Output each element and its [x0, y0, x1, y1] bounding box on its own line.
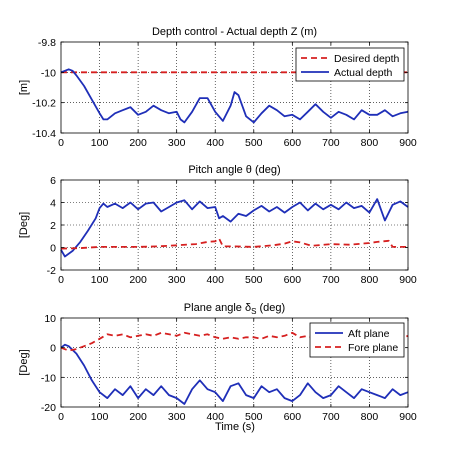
x-tick-label: 300	[168, 137, 186, 149]
x-tick-label: 400	[206, 411, 224, 423]
y-tick-label: -2	[47, 265, 56, 277]
x-tick-label: 400	[206, 137, 224, 149]
x-tick-label: 200	[129, 411, 147, 423]
x-tick-label: 500	[245, 274, 263, 286]
x-tick-label: 600	[284, 411, 302, 423]
x-tick-label: 100	[91, 137, 109, 149]
chart-panel-1: 0 100 200 300 400 500 600 700 800 900 -10.4 -10.2 -1…	[18, 26, 417, 149]
chart-panel-3: 0 100 200 300 400 500 600 700 800 900 -20 -10 0 10 Pla…	[18, 302, 417, 423]
x-tick-label: 0	[58, 137, 64, 149]
chart-title: Pitch angle θ (deg)	[188, 164, 280, 176]
series-line-2	[60, 68, 409, 124]
x-tick-label: 500	[245, 411, 263, 423]
x-tick-label: 600	[284, 274, 302, 286]
y-tick-label: 0	[50, 343, 56, 355]
x-tick-label: 400	[206, 274, 224, 286]
x-tick-label: 200	[129, 274, 147, 286]
y-tick-label: -20	[41, 402, 56, 414]
x-tick-label: 300	[168, 411, 186, 423]
legend-label: Aft plane	[348, 328, 390, 340]
x-axis-label: Time (s)	[215, 421, 255, 433]
x-tick-label: 700	[322, 411, 340, 423]
chart-title: Plane angle δS (deg)	[184, 302, 285, 316]
y-tick-label: 4	[50, 198, 56, 210]
series-line-1	[60, 343, 409, 405]
y-tick-label: 2	[50, 220, 56, 232]
series-line-2	[60, 237, 408, 250]
y-tick-label: 0	[50, 243, 56, 255]
x-tick-label: 700	[322, 137, 340, 149]
y-axis-label: [Deg]	[18, 349, 30, 375]
y-tick-label: 6	[50, 175, 56, 187]
x-tick-label: 100	[91, 274, 109, 286]
chart-title: Depth control - Actual depth Z (m)	[152, 26, 317, 38]
y-tick-label: -10.2	[32, 98, 56, 110]
x-tick-label: 0	[58, 411, 64, 423]
x-tick-label: 800	[361, 137, 379, 149]
legend-box	[295, 47, 405, 82]
x-tick-label: 300	[168, 274, 186, 286]
x-tick-label: 200	[129, 137, 147, 149]
y-tick-label: 10	[44, 313, 56, 325]
x-tick-label: 900	[399, 411, 417, 423]
x-tick-label: 700	[322, 274, 340, 286]
y-tick-label: -10.4	[32, 128, 56, 140]
x-tick-label: 0	[58, 274, 64, 286]
y-axis-label: [Deg]	[18, 212, 30, 238]
x-tick-label: 900	[399, 274, 417, 286]
x-tick-label: 100	[91, 411, 109, 423]
x-tick-label: 800	[361, 411, 379, 423]
axes-frame	[60, 41, 409, 134]
x-tick-label: 500	[245, 137, 263, 149]
x-tick-label: 600	[284, 137, 302, 149]
x-tick-label: 800	[361, 274, 379, 286]
y-tick-label: -9.8	[38, 37, 56, 49]
x-tick-label: 900	[399, 137, 417, 149]
series-line-1	[60, 198, 409, 258]
chart-panel-2: 0 100 200 300 400 500 600 700 800 900-20246Pitch …	[18, 164, 417, 286]
legend-box	[309, 322, 405, 358]
legend-label: Desired depth	[334, 53, 400, 65]
legend: Aft plane Fore plane	[309, 322, 405, 358]
y-tick-label: -10	[41, 67, 56, 79]
legend-label: Fore plane	[348, 342, 398, 354]
legend-label: Actual depth	[334, 67, 393, 79]
y-tick-label: -10	[41, 372, 56, 384]
legend: Desired depth Actual depth	[295, 47, 405, 82]
axes-frame	[60, 317, 409, 408]
y-axis-label: [m]	[18, 80, 30, 95]
